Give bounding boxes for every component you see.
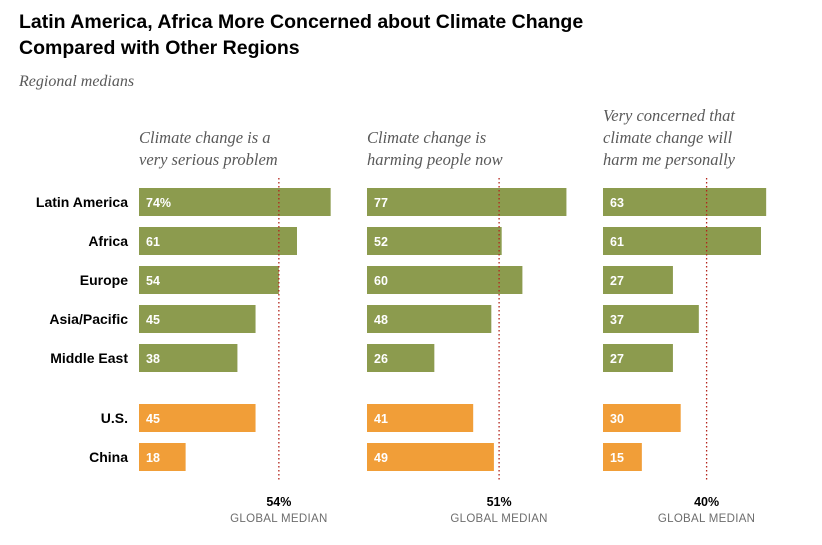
panel-title-line: Climate change is a — [139, 128, 271, 147]
bar-value-label: 61 — [146, 235, 160, 249]
panel-title-line: Very concerned that — [603, 106, 735, 125]
bar-value-label: 61 — [610, 235, 624, 249]
bar-value-label: 37 — [610, 313, 624, 327]
bar-value-label: 49 — [374, 451, 388, 465]
bar — [139, 404, 256, 432]
bar — [139, 443, 186, 471]
bar-value-label: 30 — [610, 412, 624, 426]
category-label: Middle East — [50, 350, 128, 366]
chart-title-line-2: Compared with Other Regions — [19, 37, 300, 59]
category-label: China — [89, 449, 128, 465]
bar — [367, 266, 523, 294]
bar — [139, 344, 238, 372]
bar — [367, 443, 494, 471]
bar — [603, 188, 767, 216]
category-label: U.S. — [101, 410, 128, 426]
bar-value-label: 45 — [146, 412, 160, 426]
bar — [603, 266, 673, 294]
bar — [603, 227, 761, 255]
bar-value-label: 54 — [146, 274, 160, 288]
category-label: Europe — [80, 272, 128, 288]
panel-title-line: harm me personally — [603, 150, 736, 169]
global-median-value: 51% — [487, 495, 512, 509]
bar — [139, 188, 331, 216]
bar-value-label: 41 — [374, 412, 388, 426]
bar — [367, 344, 435, 372]
panel-2: Climate change is harming people now 77 52 6… — [367, 128, 567, 525]
panel-title-line: climate change will — [603, 128, 733, 147]
bar — [603, 344, 673, 372]
bar-value-label: 15 — [610, 451, 624, 465]
bar — [603, 404, 681, 432]
chart-title: Latin America, Africa More Concerned abo… — [19, 9, 799, 61]
bar-value-label: 27 — [610, 274, 624, 288]
bar — [139, 266, 279, 294]
bar — [603, 305, 699, 333]
panel-title-line: very serious problem — [139, 150, 278, 169]
bar-value-label: 18 — [146, 451, 160, 465]
bar-value-label: 60 — [374, 274, 388, 288]
category-label: Latin America — [36, 194, 128, 210]
chart-subtitle: Regional medians — [19, 73, 135, 90]
bar-value-label: 27 — [610, 352, 624, 366]
global-median-caption: GLOBAL MEDIAN — [658, 513, 755, 525]
bar — [367, 188, 567, 216]
bar-value-label: 48 — [374, 313, 388, 327]
global-median-caption: GLOBAL MEDIAN — [230, 513, 327, 525]
bar-value-label: 63 — [610, 196, 624, 210]
bar-value-label: 26 — [374, 352, 388, 366]
bar — [367, 305, 492, 333]
panel-title-line: harming people now — [367, 150, 503, 169]
category-label: Africa — [88, 233, 128, 249]
bar-value-label: 52 — [374, 235, 388, 249]
bar — [367, 227, 502, 255]
category-label: Asia/Pacific — [49, 311, 128, 327]
bar — [139, 227, 297, 255]
panel-3: Very concerned that climate change will ha… — [603, 106, 767, 525]
global-median-value: 54% — [266, 495, 291, 509]
chart-title-line-1: Latin America, Africa More Concerned abo… — [19, 11, 584, 33]
global-median-caption: GLOBAL MEDIAN — [450, 513, 547, 525]
panel-1: Climate change is a very serious problem 7… — [139, 128, 331, 525]
global-median-value: 40% — [694, 495, 719, 509]
bar-value-label: 74% — [146, 196, 171, 210]
bar-value-label: 45 — [146, 313, 160, 327]
bar-value-label: 77 — [374, 196, 388, 210]
bar-value-label: 38 — [146, 352, 160, 366]
bar — [367, 404, 474, 432]
bar — [603, 443, 642, 471]
bar — [139, 305, 256, 333]
panel-title-line: Climate change is — [367, 128, 486, 147]
